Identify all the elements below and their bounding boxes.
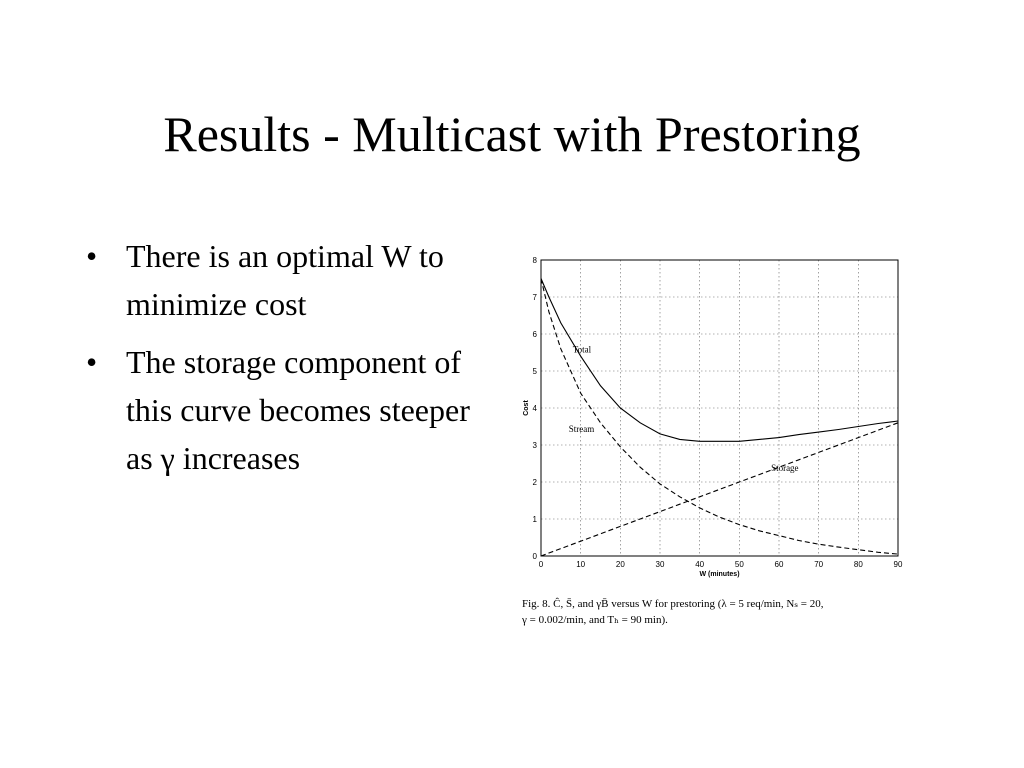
x-tick-label: 20 [616,560,625,569]
x-tick-label: 40 [695,560,704,569]
y-tick-label: 7 [533,293,538,302]
caption-line: Fig. 8. Ĉ, S̄, and γB̄ versus W for pres… [522,598,824,610]
bullet-list: • There is an optimal W to minimize cost… [86,232,496,492]
x-tick-label: 80 [854,560,863,569]
bullet-text: The storage component of this curve beco… [126,344,470,476]
y-tick-label: 1 [533,515,538,524]
x-tick-label: 0 [539,560,544,569]
y-tick-label: 6 [533,330,538,339]
slide-title: Results - Multicast with Prestoring [163,106,861,162]
x-tick-label: 50 [735,560,744,569]
y-tick-label: 8 [533,256,538,265]
plot-frame [540,259,899,557]
bullet-icon: • [86,344,98,380]
y-tick-label: 0 [533,552,538,561]
cost-chart: 0 10 20 30 40 50 60 70 80 90 0 1 2 3 4 5 6 7 8 W (minutes) C… [523,256,903,578]
bullet-item: • There is an optimal W to minimize cost [86,232,496,328]
x-tick-label: 30 [656,560,665,569]
x-tick-label: 10 [576,560,585,569]
x-tick-label: 60 [775,560,784,569]
series-line-total [540,278,899,442]
x-tick-label: 70 [814,560,823,569]
y-tick-label: 3 [533,441,538,450]
series-annotation: Total [573,345,592,355]
series-line-stream [540,278,899,555]
figure-caption: Fig. 8. Ĉ, S̄, and γB̄ versus W for pres… [522,596,914,628]
y-axis-label: Cost [523,400,530,416]
y-tick-label: 5 [533,367,538,376]
bullet-text: There is an optimal W to minimize cost [126,238,444,322]
series-annotation: Stream [569,424,595,434]
series-annotation: Storage [771,463,799,473]
bullet-item: • The storage component of this curve be… [86,338,496,482]
y-tick-label: 4 [533,404,538,413]
bullet-icon: • [86,238,98,274]
series-line-storage [540,422,899,557]
y-tick-label: 2 [533,478,538,487]
x-axis-label: W (minutes) [699,571,739,578]
caption-line: γ = 0.002/min, and Tₕ = 90 min). [522,614,668,626]
x-tick-label: 90 [894,560,903,569]
cost-figure: 0 10 20 30 40 50 60 70 80 90 0 1 2 3 4 5 6 7 8 W (minutes) C… [510,250,910,630]
